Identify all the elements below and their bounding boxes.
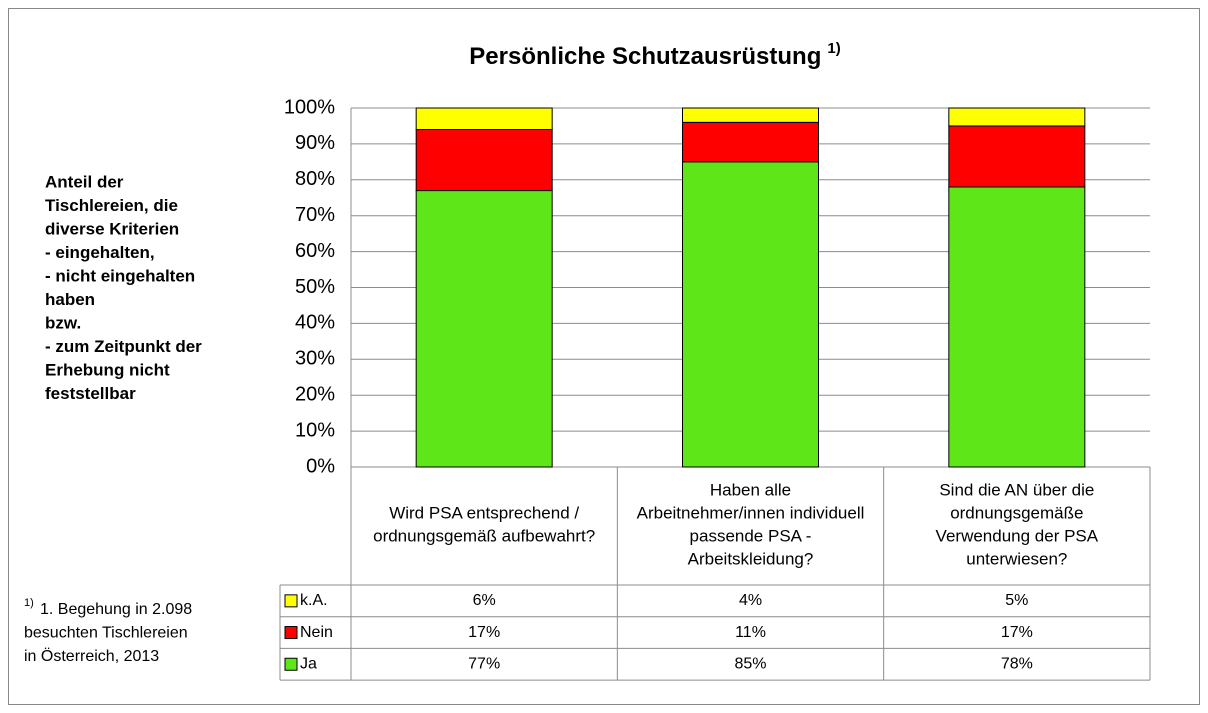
legend-label: Nein xyxy=(300,624,333,641)
table-value: 4% xyxy=(739,592,762,609)
bar-segment xyxy=(415,107,553,131)
y-tick-label: 80% xyxy=(295,168,335,190)
table-value: 78% xyxy=(1001,655,1033,672)
label-line: passende PSA - xyxy=(690,527,812,546)
label-line: Haben alle xyxy=(710,481,791,500)
y-tick-label: 70% xyxy=(295,204,335,226)
bar-segment xyxy=(682,161,819,468)
y-tick-label: 60% xyxy=(295,240,335,262)
legend-swatch xyxy=(284,657,298,671)
y-tick-label: 10% xyxy=(295,419,335,441)
y-axis-label-line: Erhebung nicht xyxy=(45,360,170,379)
x-category-label: Sind die AN über die ordnungsgemäße Verwen… xyxy=(936,481,1099,569)
x-category-label: Wird PSA entsprechend / ordnungsgemäß auf… xyxy=(373,504,595,546)
bar-segment xyxy=(682,107,819,123)
title-superscript: 1) xyxy=(827,40,840,57)
y-tick-label: 0% xyxy=(306,455,335,477)
bar-segment xyxy=(415,190,553,468)
y-axis-label-line: - nicht eingehalten xyxy=(45,266,195,285)
table-value: 17% xyxy=(468,624,500,641)
table-value: 17% xyxy=(1001,624,1033,641)
chart-title: Persönliche Schutzausrüstung 1) xyxy=(469,40,840,70)
y-axis-label-line: haben xyxy=(45,290,95,309)
footnote-line: besuchten Tischlereien xyxy=(24,625,188,642)
footnote-line: 1. Begehung in 2.098 xyxy=(40,601,192,618)
bar-segment xyxy=(948,125,1086,188)
y-tick-label: 100% xyxy=(284,96,335,118)
table-value: 85% xyxy=(734,655,766,672)
footnote-line: in Österreich, 2013 xyxy=(24,647,159,665)
x-category-label: Haben alle Arbeitnehmer/innen individuell… xyxy=(637,481,865,569)
y-tick-label: 50% xyxy=(295,276,335,298)
y-tick-label: 40% xyxy=(295,312,335,334)
legend-swatch xyxy=(284,626,298,640)
y-axis-label-line: Tischlereien, die xyxy=(45,196,178,215)
bar-segment xyxy=(948,107,1086,127)
y-tick-label: 90% xyxy=(295,132,335,154)
y-axis-label-line: - eingehalten, xyxy=(45,243,155,262)
table-value: 5% xyxy=(1005,592,1028,609)
y-axis-label-line: diverse Kriterien xyxy=(45,219,179,238)
legend-label: Ja xyxy=(300,655,317,672)
label-line: Arbeitnehmer/innen individuell xyxy=(637,504,865,523)
y-tick-label: 30% xyxy=(295,348,335,370)
y-tick-label: 20% xyxy=(295,383,335,405)
table-value: 77% xyxy=(468,655,500,672)
table-value: 11% xyxy=(735,624,766,641)
y-axis-label-line: bzw. xyxy=(45,313,81,332)
table-value: 6% xyxy=(473,592,496,609)
legend-swatch xyxy=(284,594,298,608)
y-axis-label-line: Anteil der xyxy=(45,172,124,191)
label-line: ordnungsgemäß aufbewahrt? xyxy=(373,527,595,546)
label-line: ordnungsgemäße xyxy=(950,504,1083,523)
bar-segment xyxy=(415,129,553,192)
legend-label: k.A. xyxy=(300,592,328,609)
y-axis-label-line: feststellbar xyxy=(45,384,136,403)
y-axis-label-line: - zum Zeitpunkt der xyxy=(45,337,202,356)
bar-segment xyxy=(682,121,819,163)
label-line: Wird PSA entsprechend / xyxy=(389,504,579,523)
title-text: Persönliche Schutzausrüstung xyxy=(469,43,821,70)
bar-segment xyxy=(948,186,1086,468)
label-line: unterwiesen? xyxy=(966,550,1067,569)
footnote-marker: 1) xyxy=(24,597,34,609)
label-line: Sind die AN über die xyxy=(939,481,1094,500)
label-line: Arbeitskleidung? xyxy=(688,550,814,569)
label-line: Verwendung der PSA xyxy=(936,527,1099,546)
